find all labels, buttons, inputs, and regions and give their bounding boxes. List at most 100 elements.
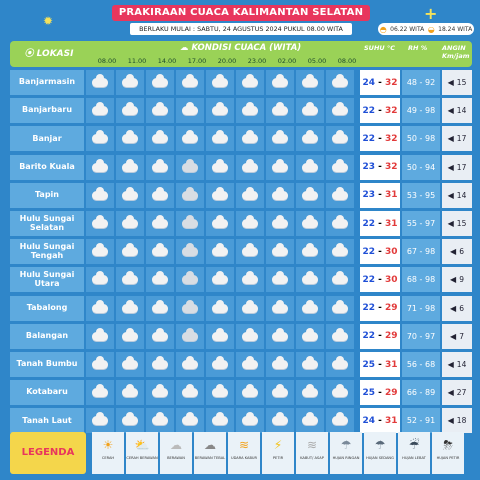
cloudy-icon (302, 384, 318, 398)
temperature-range: 22 - 32 (360, 126, 400, 152)
wind-speed: ◀ 14 (442, 98, 472, 124)
cloudy-icon (272, 384, 288, 398)
cloudy-icon (332, 271, 348, 285)
cloudy-icon (242, 384, 258, 398)
rain-icon (182, 243, 198, 257)
weather-cell (326, 126, 354, 152)
weather-cell (116, 408, 144, 434)
cloudy-icon (272, 299, 288, 313)
cloudy-icon (122, 271, 138, 285)
cloudy-icon (212, 412, 228, 426)
legend-item: ☀ CERAH (92, 432, 124, 474)
legend-weather-icon: ☀ (102, 438, 114, 452)
time-label: 08.00 (97, 57, 117, 65)
weather-cell (266, 408, 294, 434)
wind-value: 14 (456, 360, 467, 369)
temp-min: 23 (362, 162, 375, 173)
cloudy-icon (302, 215, 318, 228)
weather-cell (146, 211, 174, 236)
weather-cell (116, 182, 144, 208)
legend-item: ☂ HUJAN SEDANG (364, 432, 396, 474)
weather-cell (86, 323, 114, 349)
cloudy-icon (122, 74, 138, 87)
weather-cell (326, 408, 354, 434)
weather-cell (236, 295, 264, 321)
cloudy-icon (152, 102, 168, 116)
legend-weather-icon: ⚡ (273, 438, 283, 452)
location-name: Banjarbaru (10, 98, 84, 124)
weather-cell (176, 70, 204, 95)
sun-decoration: ✹ (43, 14, 54, 28)
temperature-range: 22 - 29 (360, 323, 400, 349)
temperature-range: 22 - 29 (360, 295, 400, 321)
cloudy-icon (332, 412, 348, 426)
cloudy-icon (92, 102, 108, 116)
legend-weather-icon: ☁ (204, 438, 216, 452)
location-name: Hulu Sungai Utara (10, 267, 84, 293)
time-label: 05.00 (307, 57, 327, 65)
legend-item: ☁ BERAWAN (160, 432, 192, 474)
weather-cell (326, 211, 354, 236)
humidity-range: 50 - 98 (402, 126, 440, 152)
cloudy-icon (242, 327, 258, 341)
rain-icon (182, 271, 198, 285)
temp-min: 22 (362, 274, 375, 285)
cloudy-icon (272, 412, 288, 426)
cloudy-icon (92, 356, 108, 369)
weather-cell (86, 352, 114, 377)
legend-weather-icon: ☂ (374, 438, 386, 452)
cloudy-icon (212, 102, 228, 116)
cloudy-icon (92, 186, 108, 200)
legend-label: PETIR (272, 456, 284, 460)
weather-cell (326, 70, 354, 95)
cloudy-icon (332, 327, 348, 341)
weather-cell (86, 98, 114, 124)
cloudy-icon (302, 186, 318, 200)
cloudy-icon (182, 130, 198, 144)
weather-cell (326, 182, 354, 208)
legend-label: HUJAN RINGAN (332, 456, 360, 460)
weather-cell (236, 380, 264, 406)
wind-direction-icon: ◀ (447, 106, 454, 116)
wind-direction-icon: ◀ (447, 219, 454, 228)
rain-icon (182, 327, 198, 341)
temperature-range: 23 - 31 (360, 182, 400, 208)
wind-speed: ◀ 14 (442, 182, 472, 208)
validity-subtitle: BERLAKU MULAI : SABTU, 24 AGUSTUS 2024 P… (130, 23, 352, 35)
partly-cloudy-icon (209, 355, 228, 369)
temp-min: 22 (362, 133, 375, 144)
weather-cell (146, 352, 174, 377)
cloudy-icon (122, 299, 138, 313)
cloudy-icon (152, 158, 168, 172)
weather-cell (86, 182, 114, 208)
cloudy-icon (302, 412, 318, 426)
weather-cell (176, 323, 204, 349)
page-title: PRAKIRAAN CUACA KALIMANTAN SELATAN (112, 5, 370, 21)
wind-speed: ◀ 6 (442, 239, 472, 265)
wind-value: 17 (456, 162, 467, 172)
legend-label: BERAWAN TEBAL (194, 456, 226, 460)
weather-cell (206, 239, 234, 265)
cross-decoration: + (424, 4, 438, 23)
cloudy-icon (152, 186, 168, 200)
weather-cell (326, 154, 354, 180)
cloudy-icon (122, 186, 138, 200)
legend-label: CERAH BERAWAN (126, 456, 158, 460)
cloudy-icon (152, 215, 168, 228)
weather-cell (266, 239, 294, 265)
cloudy-icon (242, 412, 258, 426)
cloudy-icon (332, 158, 348, 172)
weather-cell (236, 182, 264, 208)
temp-max: 32 (385, 77, 398, 88)
wind-value: 9 (459, 275, 464, 285)
humidity-range: 70 - 97 (402, 323, 440, 349)
legend-item: ≋ KABUT/ ASAP (296, 432, 328, 474)
cloudy-icon (122, 130, 138, 144)
temperature-range: 24 - 32 (360, 70, 400, 95)
legend-weather-icon: ⛅ (134, 438, 150, 452)
weather-cell (236, 239, 264, 265)
weather-cell (176, 126, 204, 152)
weather-cell (326, 295, 354, 321)
weather-cell (116, 239, 144, 265)
cloudy-icon (332, 384, 348, 398)
